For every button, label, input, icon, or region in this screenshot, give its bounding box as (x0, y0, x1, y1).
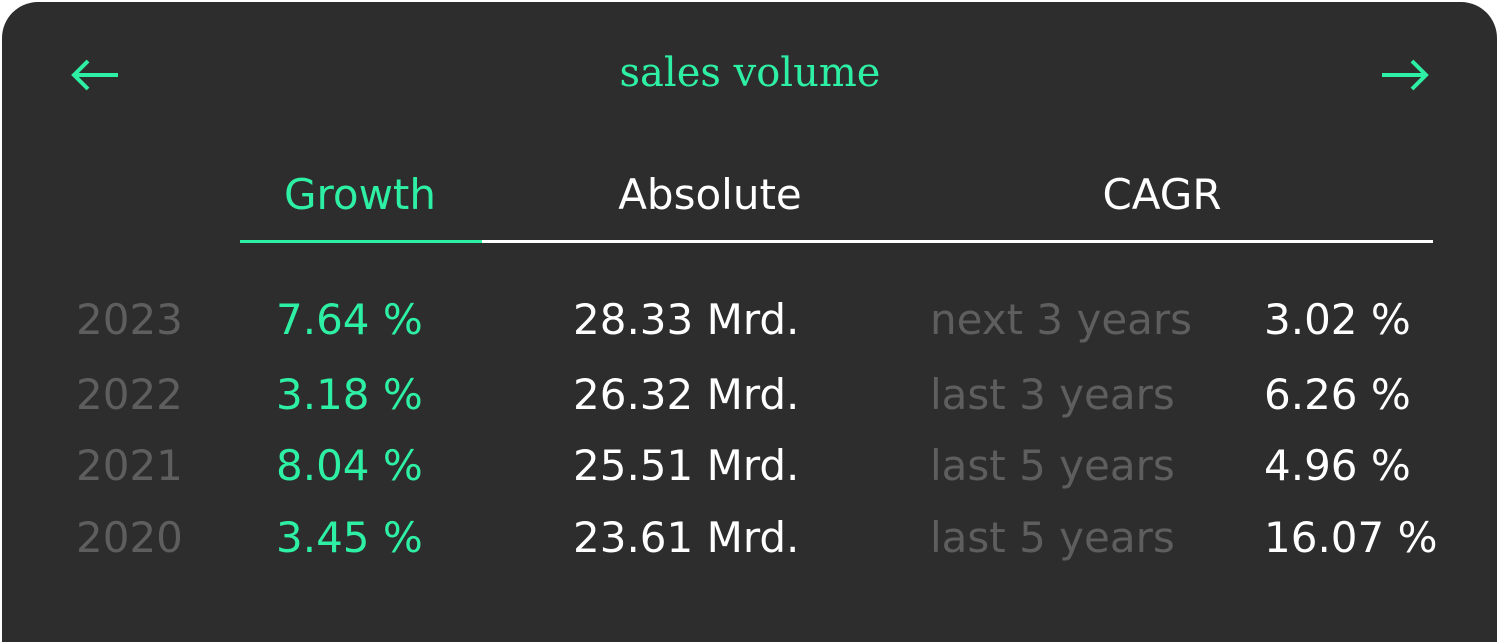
growth-value: 7.64 % (276, 295, 423, 344)
absolute-value: 25.51 Mrd. (573, 441, 800, 490)
tab-absolute[interactable]: Absolute (618, 170, 802, 219)
cagr-period-label: last 5 years (930, 513, 1175, 562)
growth-value: 8.04 % (276, 441, 423, 490)
absolute-value: 26.32 Mrd. (573, 370, 800, 419)
arrow-right-icon[interactable] (1380, 56, 1430, 96)
year-label: 2022 (76, 370, 183, 419)
cagr-value: 4.96 % (1264, 441, 1411, 490)
cagr-period-label: last 5 years (930, 441, 1175, 490)
growth-value: 3.45 % (276, 513, 423, 562)
growth-value: 3.18 % (276, 370, 423, 419)
cagr-value: 16.07 % (1264, 513, 1438, 562)
year-label: 2021 (76, 441, 183, 490)
absolute-value: 28.33 Mrd. (573, 295, 800, 344)
cagr-period-label: next 3 years (930, 295, 1193, 344)
year-label: 2023 (76, 295, 183, 344)
cagr-value: 3.02 % (1264, 295, 1411, 344)
tab-cagr[interactable]: CAGR (1102, 170, 1222, 219)
absolute-value: 23.61 Mrd. (573, 513, 800, 562)
tab-divider (240, 240, 1433, 243)
page-title: sales volume (619, 50, 881, 96)
cagr-period-label: last 3 years (930, 370, 1175, 419)
year-label: 2020 (76, 513, 183, 562)
tab-growth[interactable]: Growth (283, 170, 437, 219)
cagr-value: 6.26 % (1264, 370, 1411, 419)
arrow-left-icon[interactable] (70, 56, 120, 96)
active-tab-indicator (240, 240, 482, 243)
